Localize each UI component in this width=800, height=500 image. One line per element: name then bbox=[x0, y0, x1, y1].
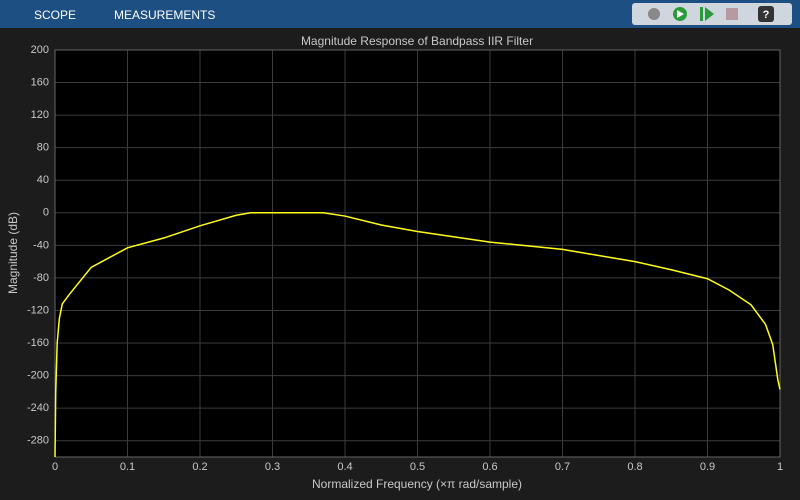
x-tick-label: 1 bbox=[777, 461, 783, 473]
y-tick-label: 160 bbox=[31, 76, 49, 88]
tool-strip: ? bbox=[632, 3, 792, 25]
y-tick-label: 80 bbox=[37, 142, 49, 154]
y-tick-label: 40 bbox=[37, 174, 49, 186]
x-tick-label: 0.6 bbox=[482, 461, 497, 473]
y-axis-label: Magnitude (dB) bbox=[6, 212, 20, 294]
step-icon bbox=[705, 7, 714, 21]
y-tick-label: -160 bbox=[27, 337, 49, 349]
settings-button[interactable] bbox=[648, 8, 660, 20]
x-tick-label: 0.2 bbox=[192, 461, 207, 473]
tool-icons: ? bbox=[648, 6, 774, 22]
x-tick-label: 0 bbox=[52, 461, 58, 473]
y-tick-label: -280 bbox=[27, 435, 49, 447]
y-tick-label: -40 bbox=[33, 239, 49, 251]
x-tick-label: 0.3 bbox=[265, 461, 280, 473]
chart: Magnitude Response of Bandpass IIR Filte… bbox=[6, 34, 783, 491]
x-tick-label: 0.7 bbox=[555, 461, 570, 473]
x-tick-label: 0.4 bbox=[337, 461, 352, 473]
y-tick-label: -120 bbox=[27, 304, 49, 316]
x-tick-label: 0.5 bbox=[410, 461, 425, 473]
stop-button[interactable] bbox=[726, 8, 738, 20]
x-tick-label: 0.1 bbox=[120, 461, 135, 473]
x-axis-label: Normalized Frequency (×π rad/sample) bbox=[312, 477, 522, 491]
line-series bbox=[54, 212, 781, 458]
help-button[interactable] bbox=[758, 6, 774, 22]
chart-title: Magnitude Response of Bandpass IIR Filte… bbox=[301, 34, 533, 48]
y-tick-label: -240 bbox=[27, 402, 49, 414]
measurements-tab[interactable]: MEASUREMENTS bbox=[114, 8, 216, 22]
y-tick-label: 120 bbox=[31, 109, 49, 121]
toolbar: SCOPE MEASUREMENTS ? bbox=[0, 0, 800, 28]
y-tick-label: -200 bbox=[27, 370, 49, 382]
run-icon bbox=[677, 10, 684, 18]
y-tick-label: -80 bbox=[33, 272, 49, 284]
y-tick-label: 0 bbox=[43, 207, 49, 219]
x-tick-label: 0.8 bbox=[627, 461, 642, 473]
step-button[interactable] bbox=[700, 7, 703, 21]
help-icon: ? bbox=[763, 9, 770, 21]
scope-tab[interactable]: SCOPE bbox=[34, 8, 77, 22]
x-tick-label: 0.9 bbox=[700, 461, 715, 473]
plot-border bbox=[54, 49, 781, 458]
y-tick-label: 200 bbox=[31, 44, 49, 56]
